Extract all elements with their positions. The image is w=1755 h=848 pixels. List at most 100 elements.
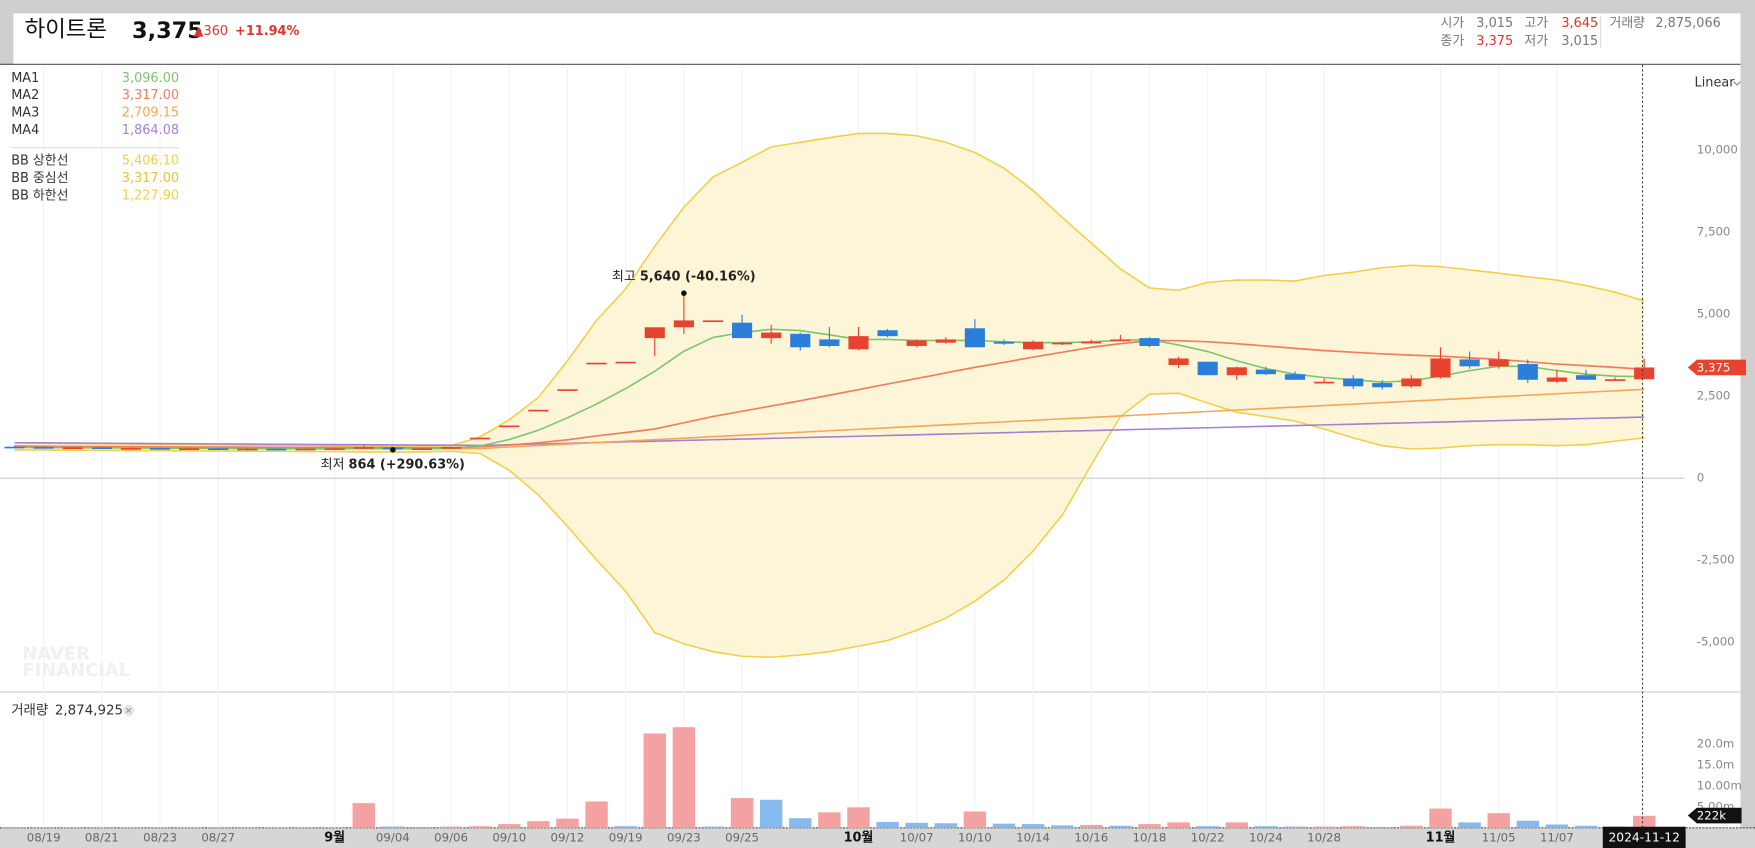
volume-last-value: 2,874,925 bbox=[55, 703, 123, 718]
candle-body bbox=[935, 339, 956, 343]
x-tick-label: 11/05 bbox=[1482, 830, 1516, 844]
legend-value: 1,227.90 bbox=[122, 188, 179, 203]
price-change-pct: +11.94% bbox=[235, 24, 299, 39]
volume-bar bbox=[701, 826, 725, 828]
x-tick-label: 10/28 bbox=[1307, 830, 1341, 844]
x-tick-label: 09/23 bbox=[667, 830, 701, 844]
annotation-value: 864 (+290.63%) bbox=[349, 457, 465, 472]
volume-title: 거래량 bbox=[11, 702, 48, 718]
volume-bar bbox=[1312, 826, 1336, 828]
candle-body bbox=[62, 447, 83, 450]
volume-tick-label: 10.00m bbox=[1697, 778, 1742, 792]
volume-bar bbox=[672, 727, 696, 828]
price-change: ▲360 bbox=[194, 24, 228, 39]
y-tick-label: 10,000 bbox=[1697, 143, 1738, 157]
extreme-dot bbox=[390, 447, 396, 453]
x-tick-label: 10/14 bbox=[1016, 830, 1050, 844]
y-tick-label: 5,000 bbox=[1697, 307, 1731, 321]
candle-body bbox=[993, 341, 1015, 344]
legend-name: MA2 bbox=[11, 88, 39, 103]
candle-body bbox=[644, 327, 665, 339]
volume-bar bbox=[410, 827, 434, 828]
candle-body bbox=[1401, 378, 1422, 387]
annotation-label: 최저 bbox=[321, 457, 345, 472]
candle-body bbox=[1139, 338, 1160, 346]
extreme-dot bbox=[681, 290, 687, 296]
candle-body bbox=[790, 333, 811, 348]
left-frame bbox=[0, 0, 14, 65]
volume-bar bbox=[876, 821, 899, 828]
legend-value: 3,096.00 bbox=[122, 71, 179, 86]
crosshair-date-box bbox=[1602, 826, 1686, 848]
candle-body bbox=[208, 448, 229, 451]
legend-value: 3,317.00 bbox=[122, 171, 179, 186]
volume-bar bbox=[1254, 826, 1278, 828]
stat-label: 거래량 bbox=[1609, 16, 1645, 31]
candle-body bbox=[1197, 361, 1218, 376]
x-tick-label: 10/18 bbox=[1133, 830, 1167, 844]
right-frame bbox=[1740, 0, 1755, 848]
y-tick-label: -5,000 bbox=[1697, 635, 1735, 649]
candle-body bbox=[120, 447, 142, 450]
volume-bar bbox=[1574, 825, 1598, 828]
volume-bar bbox=[61, 827, 84, 828]
x-tick-label: 08/27 bbox=[201, 830, 235, 844]
candle-body bbox=[499, 425, 520, 428]
volume-bar bbox=[905, 822, 928, 828]
volume-bar bbox=[1196, 826, 1219, 828]
volume-bar bbox=[1167, 822, 1190, 828]
volume-bar bbox=[119, 827, 143, 828]
volume-bar bbox=[1633, 815, 1656, 828]
candle-body bbox=[702, 320, 724, 323]
y-tick-label: -2,500 bbox=[1697, 553, 1735, 567]
candle-body bbox=[1605, 379, 1626, 381]
stat-value: 3,015 bbox=[1476, 16, 1513, 31]
volume-bar bbox=[1050, 825, 1074, 828]
candle-body bbox=[528, 409, 549, 412]
annotation-value: 5,640 (-40.16%) bbox=[640, 269, 756, 284]
legend-name: MA1 bbox=[11, 71, 39, 86]
x-tick-label: 10월 bbox=[844, 829, 874, 845]
stat-label: 저가 bbox=[1524, 34, 1548, 49]
indicator-line bbox=[14, 416, 1645, 447]
stat-value: 3,015 bbox=[1561, 34, 1598, 49]
stat-value: 3,645 bbox=[1561, 16, 1598, 31]
legend-name: BB 중심선 bbox=[11, 171, 68, 186]
scale-mode-dropdown[interactable]: Linear bbox=[1695, 75, 1736, 90]
extreme-annotation: 최고 5,640 (-40.16%) bbox=[612, 269, 756, 284]
stat-value: 2,875,066 bbox=[1655, 16, 1720, 31]
candle-body bbox=[4, 446, 25, 449]
candle-body bbox=[440, 447, 462, 449]
volume-bar bbox=[614, 826, 637, 828]
candle-body bbox=[237, 448, 258, 451]
candle-body bbox=[91, 447, 112, 450]
candle-body bbox=[295, 448, 316, 451]
stat-value: 3,375 bbox=[1476, 34, 1513, 49]
candle-body bbox=[1488, 359, 1509, 367]
volume-tick-label: 20.0m bbox=[1697, 736, 1735, 750]
candle-body bbox=[1284, 374, 1306, 380]
dropdown-chevron[interactable] bbox=[1733, 81, 1741, 86]
legend-value: 1,864.08 bbox=[122, 123, 179, 138]
annotation-label: 최고 bbox=[612, 269, 636, 284]
volume-bar bbox=[643, 733, 666, 828]
candle-body bbox=[1314, 381, 1335, 384]
x-tick-label: 08/23 bbox=[143, 830, 177, 844]
x-tick-label: 09/06 bbox=[434, 830, 468, 844]
candle-body bbox=[1255, 369, 1276, 375]
close-icon-x[interactable] bbox=[126, 707, 132, 714]
candle-body bbox=[819, 339, 840, 346]
candle-body bbox=[906, 340, 927, 346]
candle-body bbox=[964, 328, 985, 348]
extreme-annotation: 최저 864 (+290.63%) bbox=[321, 457, 465, 472]
volume-bar bbox=[294, 827, 317, 828]
candle-body bbox=[1517, 364, 1538, 380]
candle-body bbox=[731, 322, 753, 339]
legend-value: 2,709.15 bbox=[122, 105, 179, 120]
volume-bar bbox=[934, 823, 957, 828]
candle-body bbox=[1459, 359, 1480, 367]
x-tick-label: 09/12 bbox=[551, 830, 585, 844]
volume-bar bbox=[1138, 824, 1161, 828]
x-tick-label: 09/19 bbox=[609, 830, 643, 844]
volume-bar bbox=[381, 826, 405, 828]
